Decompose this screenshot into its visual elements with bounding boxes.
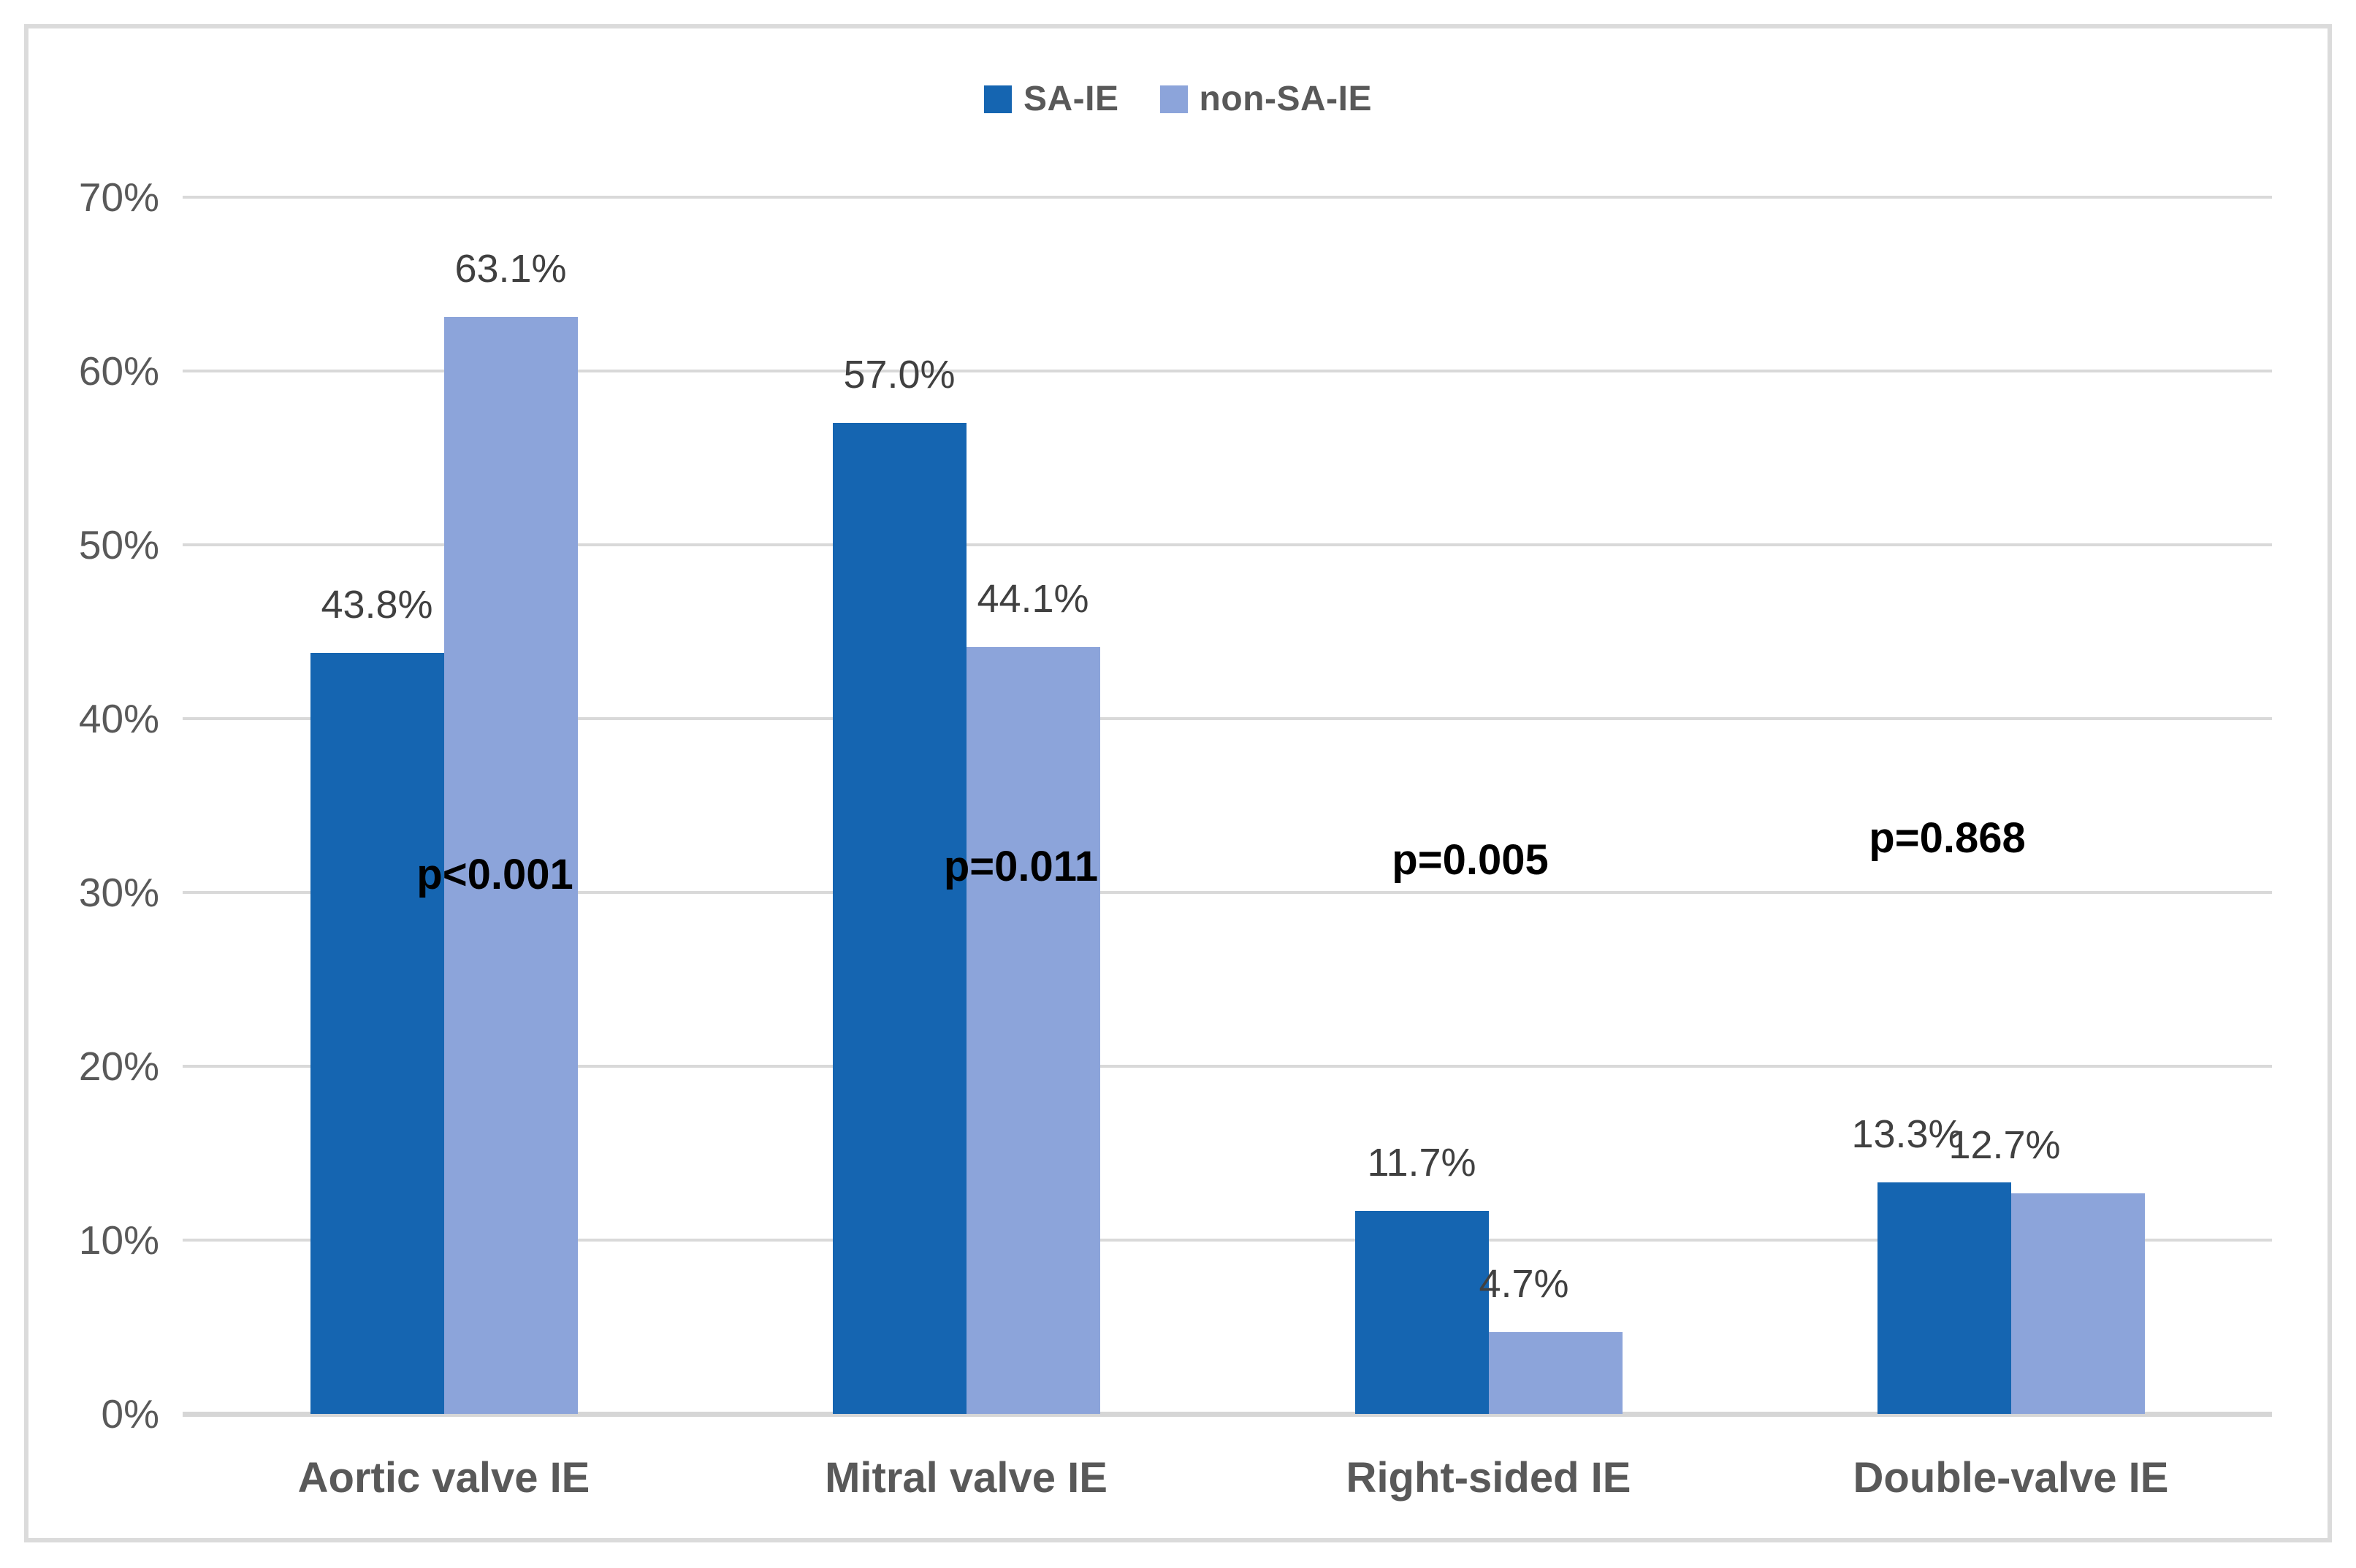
y-tick-label-10%: 10% bbox=[78, 1217, 159, 1263]
y-tick-label-20%: 20% bbox=[78, 1044, 159, 1089]
gridline-30% bbox=[183, 891, 2272, 894]
bar-non-sa-ie-double-valve-ie bbox=[2010, 1193, 2145, 1414]
bar-sa-ie-double-valve-ie bbox=[1877, 1182, 2011, 1414]
legend-item-sa-ie: SA-IE bbox=[984, 79, 1119, 119]
gridline-70% bbox=[183, 196, 2272, 199]
data-label-non-sa-ie-mitral-valve-ie: 44.1% bbox=[977, 577, 1089, 622]
bar-non-sa-ie-aortic-valve-ie bbox=[443, 317, 578, 1414]
legend-marker-icon bbox=[984, 85, 1012, 113]
legend-label: SA-IE bbox=[1023, 80, 1119, 118]
chart-legend: SA-IE non-SA-IE bbox=[0, 79, 2356, 119]
bar-sa-ie-aortic-valve-ie bbox=[310, 652, 444, 1414]
gridline-10% bbox=[183, 1239, 2272, 1242]
bar-sa-ie-mitral-valve-ie bbox=[832, 423, 967, 1414]
gridline-20% bbox=[183, 1065, 2272, 1068]
data-label-sa-ie-double-valve-ie: 13.3% bbox=[1851, 1112, 1964, 1157]
y-tick-label-50%: 50% bbox=[78, 522, 159, 567]
p-value-label-double-valve-ie: p=0.868 bbox=[1869, 814, 2026, 862]
x-category-label-aortic-valve-ie: Aortic valve IE bbox=[297, 1454, 590, 1502]
legend-item-non-sa-ie: non-SA-IE bbox=[1159, 79, 1372, 119]
y-tick-label-60%: 60% bbox=[78, 348, 159, 394]
p-value-label-right-sided-ie: p=0.005 bbox=[1392, 836, 1549, 884]
data-label-sa-ie-mitral-valve-ie: 57.0% bbox=[843, 353, 956, 397]
bar-non-sa-ie-mitral-valve-ie bbox=[966, 647, 1100, 1414]
p-value-label-aortic-valve-ie: p<0.001 bbox=[416, 851, 573, 898]
data-label-non-sa-ie-aortic-valve-ie: 63.1% bbox=[454, 247, 567, 291]
gridline-40% bbox=[183, 717, 2272, 720]
legend-marker-icon bbox=[1159, 85, 1188, 113]
data-label-sa-ie-aortic-valve-ie: 43.8% bbox=[321, 582, 433, 627]
gridline-50% bbox=[183, 543, 2272, 546]
x-category-label-right-sided-ie: Right-sided IE bbox=[1346, 1454, 1631, 1502]
y-tick-label-30%: 30% bbox=[78, 870, 159, 915]
data-label-non-sa-ie-right-sided-ie: 4.7% bbox=[1479, 1262, 1569, 1307]
data-label-non-sa-ie-double-valve-ie: 12.7% bbox=[1948, 1123, 2061, 1167]
bar-sa-ie-right-sided-ie bbox=[1354, 1210, 1489, 1414]
legend-label: non-SA-IE bbox=[1199, 80, 1372, 118]
p-value-label-mitral-valve-ie: p=0.011 bbox=[943, 843, 1099, 890]
gridline-60% bbox=[183, 370, 2272, 372]
y-tick-label-70%: 70% bbox=[78, 175, 159, 220]
x-axis-line bbox=[183, 1412, 2272, 1417]
data-label-sa-ie-right-sided-ie: 11.7% bbox=[1367, 1140, 1476, 1185]
bar-non-sa-ie-right-sided-ie bbox=[1488, 1332, 1623, 1414]
x-category-label-double-valve-ie: Double-valve IE bbox=[1853, 1454, 2169, 1502]
y-tick-label-40%: 40% bbox=[78, 696, 159, 741]
y-tick-label-0%: 0% bbox=[101, 1391, 160, 1437]
x-category-label-mitral-valve-ie: Mitral valve IE bbox=[825, 1454, 1108, 1502]
